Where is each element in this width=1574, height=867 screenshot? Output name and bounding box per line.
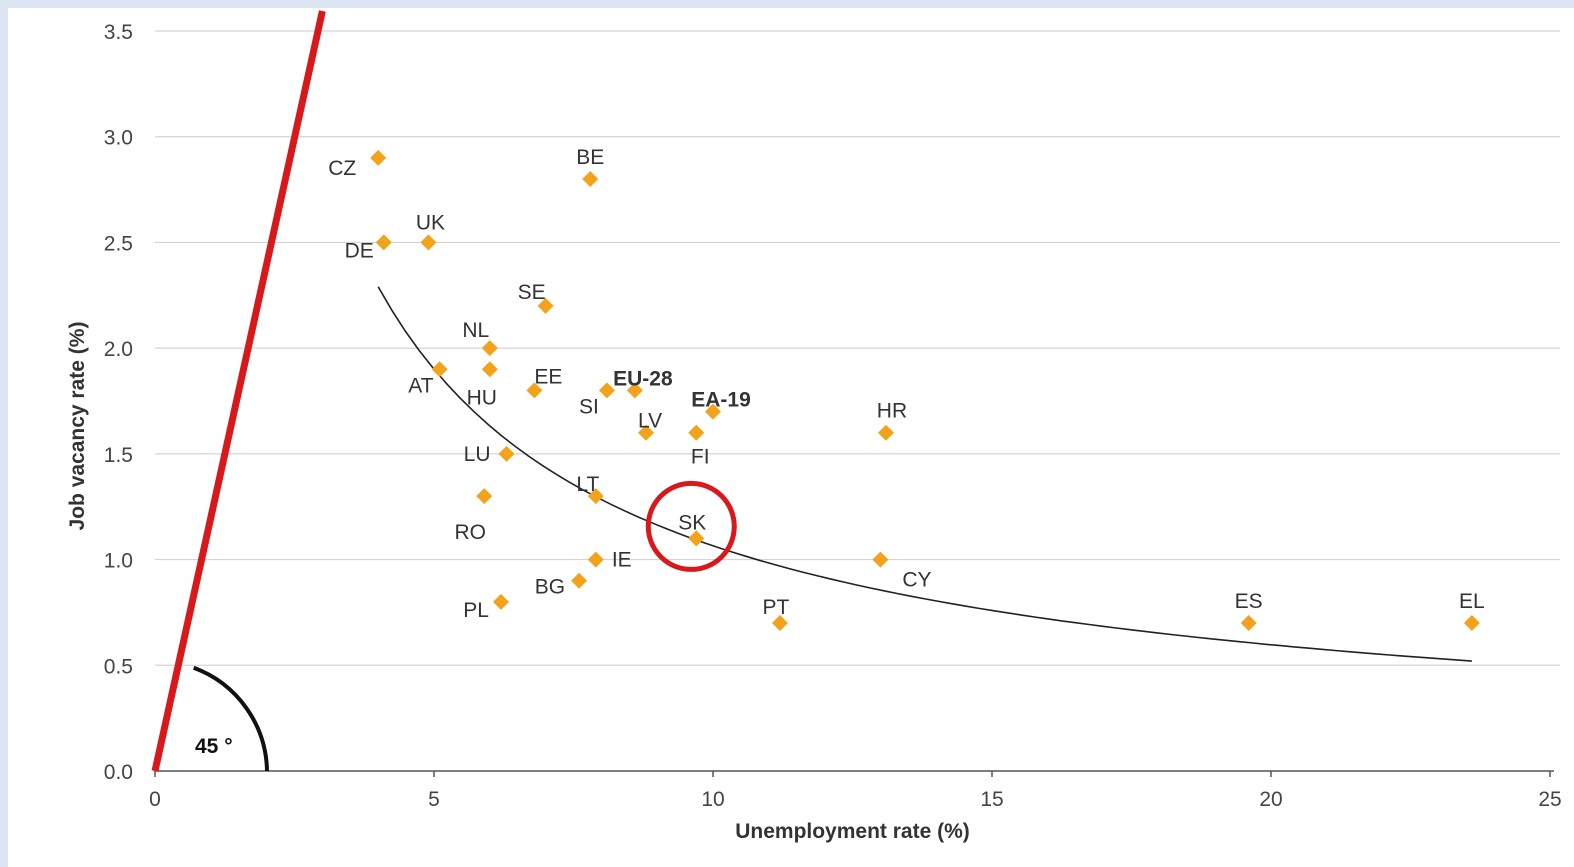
point-label: RO [454, 521, 486, 544]
point-label: FI [691, 446, 710, 469]
point-label: EE [534, 365, 562, 388]
point-label: HR [877, 400, 907, 423]
point-label: NL [462, 319, 489, 342]
point-label: LU [464, 443, 491, 466]
point-marker [481, 340, 498, 357]
y-tick-label: 2.0 [104, 338, 133, 361]
point-marker [872, 551, 889, 568]
x-tick-label: 15 [980, 788, 1003, 811]
point-marker [492, 593, 509, 610]
point-marker [598, 382, 615, 399]
point-label: PT [763, 596, 790, 619]
x-axis-ticks: 0 5 10 15 20 25 [149, 771, 1562, 811]
reference-line [151, 10, 326, 772]
point-label: UK [416, 211, 445, 234]
x-tick-label: 20 [1259, 788, 1282, 811]
x-tick-label: 0 [149, 788, 161, 811]
point-marker [771, 615, 788, 631]
point-label: CY [902, 569, 931, 592]
point-label: LT [576, 473, 599, 496]
scatter-chart: 0 5 10 15 20 25 0.0 0.5 1.0 1.5 2.0 2.5 3.0 3.5 45 °… [66, 10, 1562, 843]
x-axis-title: Unemployment rate (%) [735, 820, 970, 843]
point-label: BG [535, 576, 565, 599]
angle-arc [193, 665, 269, 772]
point-marker [688, 424, 705, 441]
y-tick-label: 3.5 [104, 21, 133, 44]
point-marker [498, 445, 515, 462]
point-marker [626, 382, 643, 399]
point-marker [420, 234, 437, 251]
point-marker [481, 361, 498, 378]
angle-label: 45 ° [195, 735, 233, 758]
point-label: DE [345, 239, 374, 262]
y-tick-label: 1.0 [104, 550, 133, 573]
point-label: BE [576, 146, 604, 169]
y-tick-label: 0.5 [104, 655, 133, 678]
y-tick-label: 1.5 [104, 444, 133, 467]
x-tick-label: 5 [428, 788, 440, 811]
y-tick-label: 0.0 [104, 761, 133, 784]
chart-frame: 0 5 10 15 20 25 0.0 0.5 1.0 1.5 2.0 2.5 3.0 3.5 45 °… [8, 8, 1574, 867]
y-tick-label: 2.5 [104, 232, 133, 255]
point-label: SK [678, 511, 706, 534]
point-label: ES [1235, 590, 1263, 613]
highlight-circle [645, 480, 737, 572]
point-marker [571, 572, 588, 589]
point-label: PL [463, 599, 489, 622]
point-marker [1240, 615, 1257, 631]
point-marker [877, 424, 894, 441]
y-tick-label: 3.0 [104, 127, 133, 150]
point-marker [587, 551, 604, 568]
data-points: CZ BE DE UK SE NL AT HU EE EU-28 SI EA-19 LV FI HR LU RO… [328, 146, 1485, 631]
grid-lines [155, 30, 1560, 666]
trend-line [377, 286, 1472, 662]
point-label: SI [579, 395, 599, 418]
point-marker [537, 297, 554, 314]
point-label: LV [638, 410, 662, 433]
y-axis-title: Job vacancy rate (%) [66, 322, 89, 531]
point-label: EL [1459, 590, 1485, 613]
point-marker [1463, 615, 1480, 631]
point-label: EA-19 [691, 389, 751, 412]
point-marker [587, 488, 604, 505]
point-marker [375, 234, 392, 251]
x-tick-label: 25 [1538, 788, 1561, 811]
point-marker [638, 424, 655, 441]
point-marker [476, 488, 493, 505]
point-label: EU-28 [613, 367, 673, 390]
point-label: CZ [328, 157, 356, 180]
point-label: HU [467, 386, 497, 409]
point-marker [431, 361, 448, 378]
point-label: AT [408, 374, 433, 397]
point-marker [370, 149, 387, 166]
y-axis-ticks: 0.0 0.5 1.0 1.5 2.0 2.5 3.0 3.5 [104, 21, 133, 784]
point-marker [582, 171, 599, 187]
point-marker [526, 382, 543, 399]
point-label: IE [612, 549, 632, 572]
point-marker [705, 403, 721, 420]
point-marker [688, 530, 705, 547]
point-label: SE [518, 281, 546, 304]
x-tick-label: 10 [701, 788, 724, 811]
